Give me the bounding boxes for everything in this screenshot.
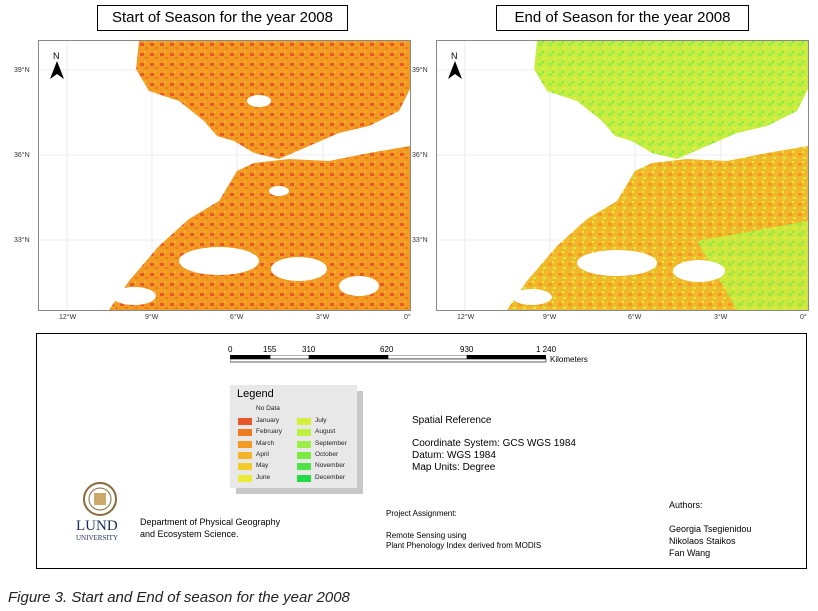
map-start-raster <box>39 41 410 310</box>
legend-label: March <box>256 439 275 447</box>
author-1: Georgia Tsegienidou <box>669 524 752 534</box>
department-line-1: Department of Physical Geography <box>140 517 281 527</box>
legend-no-data-label: No Data <box>256 405 280 412</box>
legend-swatch <box>297 463 311 471</box>
north-arrow-icon <box>448 61 462 79</box>
lon-label-3w: 3°W <box>316 314 330 321</box>
legend-swatch <box>238 463 252 471</box>
legend-swatch <box>297 474 311 482</box>
legend-swatch <box>297 451 311 459</box>
legend-swatch <box>297 440 311 448</box>
map-title-end: End of Season for the year 2008 <box>496 5 749 31</box>
lon-label-0: 0° <box>404 314 411 321</box>
map-title-start: Start of Season for the year 2008 <box>97 5 348 31</box>
lat-label-33: 33°N <box>14 237 30 244</box>
map-end-raster <box>437 41 808 310</box>
map-end-of-season: N <box>436 40 809 311</box>
scale-label-930: 930 <box>460 345 474 354</box>
datum-text: Datum: WGS 1984 <box>412 450 496 461</box>
lon-label-3w: 3°W <box>714 314 728 321</box>
legend-label: August <box>315 428 336 436</box>
lund-logo-name: LUND <box>76 518 118 534</box>
lat-label-33: 33°N <box>412 237 428 244</box>
north-arrow-label: N <box>53 51 60 61</box>
legend-label: October <box>315 450 339 458</box>
project-line-1: Remote Sensing using <box>386 531 467 540</box>
north-africa-landmass <box>109 146 410 310</box>
north-arrow-label: N <box>451 51 458 61</box>
map-units-text: Map Units: Degree <box>412 462 496 473</box>
legend-swatch <box>297 429 311 437</box>
map-info-panel <box>36 333 807 569</box>
scale-unit: Kilometers <box>550 355 588 364</box>
legend-label: July <box>315 417 327 424</box>
legend-swatch <box>238 418 252 425</box>
scale-label-0: 0 <box>228 345 233 354</box>
lon-label-12w: 12°W <box>457 314 475 321</box>
lon-label-6w: 6°W <box>230 314 244 321</box>
spatial-reference-heading: Spatial Reference <box>412 415 492 426</box>
project-heading: Project Assignment: <box>386 509 457 518</box>
coordinate-system-text: Coordinate System: GCS WGS 1984 <box>412 438 576 449</box>
scale-label-620: 620 <box>380 345 394 354</box>
department-line-2: and Ecosystem Science. <box>140 529 239 539</box>
lund-seal-icon <box>83 482 117 516</box>
lon-label-9w: 9°W <box>145 314 159 321</box>
legend-label: November <box>315 462 345 470</box>
author-2: Nikolaos Staikos <box>669 536 736 546</box>
lund-logo-sub: UNIVERSITY <box>76 534 118 542</box>
map-start-of-season: N <box>38 40 411 311</box>
scale-label-155: 155 <box>263 345 277 354</box>
lat-label-39: 39°N <box>412 67 428 74</box>
scale-label-310: 310 <box>302 345 316 354</box>
legend-label: February <box>256 428 283 436</box>
legend-label: December <box>315 473 345 481</box>
authors-heading: Authors: <box>669 500 703 510</box>
legend-title: Legend <box>237 388 274 400</box>
figure-caption: Figure 3. Start and End of season for th… <box>8 589 350 606</box>
north-arrow-icon <box>50 61 64 79</box>
legend-label: May <box>256 462 269 470</box>
legend-label: June <box>256 473 271 481</box>
legend-swatch <box>238 429 252 437</box>
legend-label: April <box>256 450 270 458</box>
lon-label-9w: 9°W <box>543 314 557 321</box>
lon-label-6w: 6°W <box>628 314 642 321</box>
lat-label-36: 36°N <box>412 152 428 159</box>
legend-box <box>230 385 357 488</box>
scale-bar <box>230 355 547 363</box>
author-3: Fan Wang <box>669 548 711 558</box>
project-line-2: Plant Phenology Index derived from MODIS <box>386 541 542 550</box>
legend-swatch <box>238 474 252 482</box>
lat-label-39: 39°N <box>14 67 30 74</box>
iberia-landmass <box>534 41 808 159</box>
legend-swatch <box>238 440 252 448</box>
legend-label: September <box>315 439 347 447</box>
legend-label: January <box>256 417 280 424</box>
iberia-landmass <box>136 41 410 159</box>
scale-label-1240: 1 240 <box>536 345 557 354</box>
legend-swatch <box>238 451 252 459</box>
lat-label-36: 36°N <box>14 152 30 159</box>
legend-swatch <box>297 418 311 425</box>
lon-label-12w: 12°W <box>59 314 77 321</box>
lon-label-0: 0° <box>800 314 807 321</box>
